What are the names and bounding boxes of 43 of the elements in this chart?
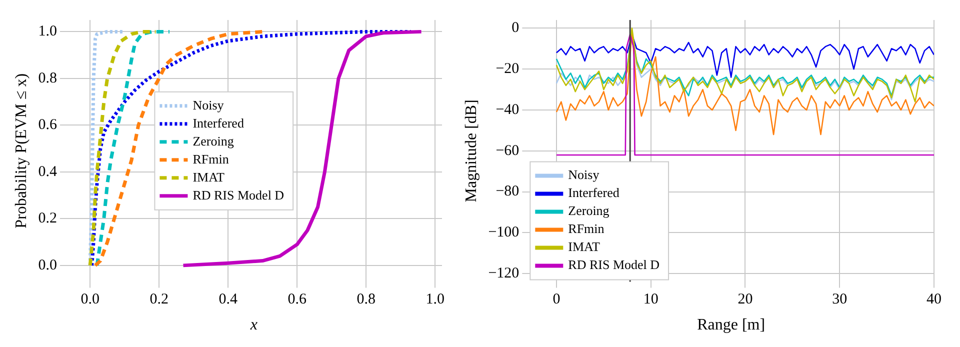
y-tick-label: 0.6 <box>38 117 58 134</box>
y-tick-label: −80 <box>496 184 520 200</box>
y-tick-label: −40 <box>496 102 520 118</box>
y-tick-label: 0.4 <box>38 164 58 180</box>
x-tick-label: 10 <box>643 292 658 308</box>
x-tick-label: 20 <box>738 292 753 308</box>
y-tick-label: −60 <box>496 142 520 159</box>
x-tick-label: 0 <box>552 292 560 308</box>
line-series <box>88 30 158 268</box>
legend-label: Noisy <box>192 97 224 112</box>
y-tick-label: 0.0 <box>38 257 57 274</box>
y-tick-label: −100 <box>488 224 520 241</box>
y-tick-label: 0.8 <box>38 70 57 86</box>
legend-label: RFmin <box>568 221 605 236</box>
legend-label: Zeroing <box>192 133 234 148</box>
legend-label: RD RIS Model D <box>192 187 284 202</box>
x-tick-label: 0.2 <box>150 292 168 308</box>
legend-label: Zeroing <box>568 203 610 218</box>
legend-label: Interfered <box>192 115 244 130</box>
x-tick-label: 40 <box>926 292 942 308</box>
y-tick-label: −120 <box>488 266 520 282</box>
y-tick-label: −20 <box>496 61 520 78</box>
legend-label: RD RIS Model D <box>568 257 660 272</box>
x-tick-label: 1.0 <box>426 292 444 308</box>
y-tick-label: 0.2 <box>38 210 57 227</box>
x-tick-label: 0.0 <box>80 292 100 308</box>
y-tick-label: 1.0 <box>38 24 57 40</box>
legend-label: Noisy <box>568 167 600 182</box>
x-axis-title: Range [m] <box>697 316 766 334</box>
legend-label: IMAT <box>568 239 600 254</box>
x-axis-title: x <box>249 316 258 334</box>
y-axis-title: Probability P(EVM ≤ x) <box>12 73 30 228</box>
x-tick-label: 0.8 <box>356 292 376 308</box>
legend-label: Interfered <box>568 185 620 200</box>
x-tick-label: 0.6 <box>288 292 307 308</box>
line-series <box>90 30 413 268</box>
legend-label: RFmin <box>192 151 230 166</box>
y-axis-title: Magnitude [dB] <box>462 100 480 202</box>
y-tick-label: 0 <box>512 20 520 36</box>
x-tick-label: 30 <box>832 292 848 308</box>
legend-label: IMAT <box>192 169 225 184</box>
x-tick-label: 0.4 <box>218 292 238 308</box>
line-series <box>95 30 172 268</box>
